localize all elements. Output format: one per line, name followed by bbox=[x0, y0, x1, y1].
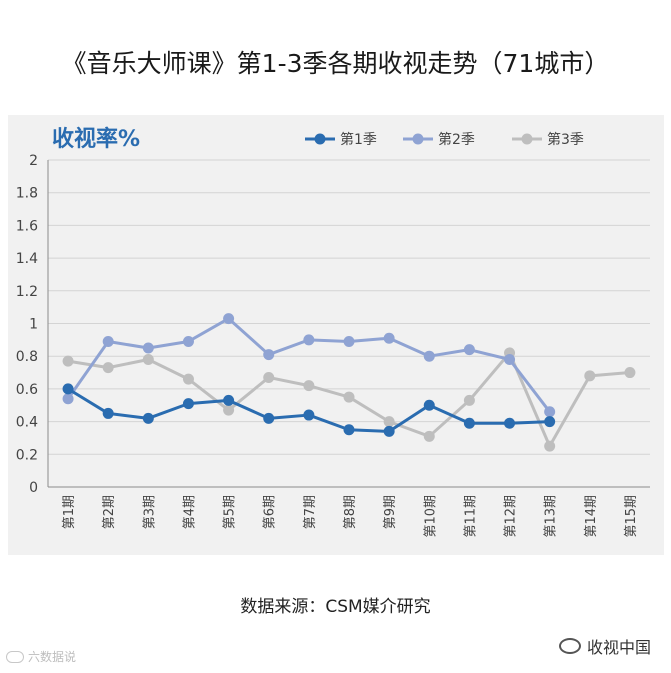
series-3 bbox=[62, 347, 636, 452]
data-point bbox=[142, 412, 154, 424]
y-tick-label: 1.8 bbox=[16, 186, 38, 202]
y-tick-label: 1.4 bbox=[16, 251, 38, 267]
chart-title: 《音乐大师课》第1-3季各期收视走势（71城市） bbox=[61, 49, 610, 78]
wechat-icon bbox=[558, 638, 581, 654]
legend-label: 第1季 bbox=[340, 131, 377, 148]
legend-item: 第2季 bbox=[403, 131, 475, 148]
legend-marker bbox=[521, 133, 533, 145]
y-tick-label: 0.8 bbox=[16, 349, 38, 365]
y-tick-label: 2 bbox=[29, 153, 38, 169]
data-point bbox=[343, 335, 355, 347]
data-point bbox=[584, 370, 596, 382]
grid-lines bbox=[48, 159, 650, 455]
x-tick-label: 第10期 bbox=[423, 495, 438, 538]
data-point bbox=[142, 353, 154, 365]
brand-label: 收视中国 bbox=[558, 634, 651, 658]
data-point bbox=[263, 371, 275, 383]
y-tick-label: 1.6 bbox=[16, 218, 38, 234]
data-point bbox=[62, 355, 74, 367]
legend-marker bbox=[412, 133, 424, 145]
series-line bbox=[66, 317, 551, 413]
data-point bbox=[343, 424, 355, 436]
data-point bbox=[343, 391, 355, 403]
logo-icon bbox=[6, 650, 24, 663]
y-tick-label: 0 bbox=[29, 480, 38, 496]
y-tick-label: 0.2 bbox=[16, 447, 38, 463]
data-point bbox=[504, 417, 516, 429]
series-1 bbox=[62, 383, 556, 437]
data-point bbox=[463, 394, 475, 406]
data-point bbox=[182, 335, 194, 347]
x-tick-label: 第1期 bbox=[62, 495, 77, 529]
data-point bbox=[544, 406, 556, 418]
x-tick-label: 第7期 bbox=[303, 495, 318, 529]
data-point bbox=[544, 440, 556, 452]
x-tick-label: 第4期 bbox=[182, 495, 197, 529]
data-point bbox=[62, 393, 74, 405]
x-tick-label: 第13期 bbox=[544, 495, 559, 538]
data-point bbox=[223, 313, 235, 325]
data-point bbox=[423, 430, 435, 442]
legend: 第1季 第2季 第3季 bbox=[305, 131, 584, 148]
data-point bbox=[383, 416, 395, 428]
plot-background bbox=[8, 115, 664, 555]
data-point bbox=[62, 383, 74, 395]
x-tick-label: 第8期 bbox=[343, 495, 358, 529]
y-tick-labels: 0 0.2 0.4 0.6 0.8 1 1.2 1.4 1.6 1.8 2 bbox=[16, 153, 38, 496]
data-point bbox=[303, 334, 315, 346]
data-point bbox=[263, 349, 275, 361]
data-point bbox=[423, 399, 435, 411]
axes bbox=[47, 160, 650, 488]
x-tick-label: 第12期 bbox=[504, 495, 519, 538]
legend-item: 第1季 bbox=[305, 131, 377, 148]
data-point bbox=[624, 367, 636, 379]
y-tick-label: 0.4 bbox=[16, 415, 38, 431]
x-tick-label: 第11期 bbox=[463, 495, 478, 538]
x-tick-label: 第5期 bbox=[223, 495, 238, 529]
y-tick-label: 1.2 bbox=[16, 284, 38, 300]
data-point bbox=[182, 398, 194, 410]
brand-text: 收视中国 bbox=[586, 638, 651, 657]
legend-label: 第3季 bbox=[547, 131, 584, 148]
data-point bbox=[383, 332, 395, 344]
legend-marker bbox=[314, 133, 326, 145]
series-group bbox=[62, 313, 636, 452]
series-2 bbox=[62, 313, 556, 418]
x-tick-label: 第15期 bbox=[624, 495, 639, 538]
data-point bbox=[223, 404, 235, 416]
data-point bbox=[223, 394, 235, 406]
x-tick-label: 第14期 bbox=[584, 495, 599, 538]
data-point bbox=[544, 416, 556, 428]
data-point bbox=[383, 425, 395, 437]
data-point bbox=[102, 335, 114, 347]
watermark: 六数据说 bbox=[6, 648, 76, 665]
data-point bbox=[142, 342, 154, 354]
data-point bbox=[303, 409, 315, 421]
data-point bbox=[463, 344, 475, 356]
data-point bbox=[263, 412, 275, 424]
x-tick-label: 第6期 bbox=[263, 495, 278, 529]
data-point bbox=[182, 373, 194, 385]
data-point bbox=[303, 380, 315, 392]
legend-item: 第3季 bbox=[512, 131, 584, 148]
watermark-text: 六数据说 bbox=[28, 650, 77, 664]
legend-label: 第2季 bbox=[438, 131, 475, 148]
data-point bbox=[463, 417, 475, 429]
x-tick-label: 第3期 bbox=[142, 495, 157, 529]
y-tick-label: 1 bbox=[29, 317, 38, 333]
data-point bbox=[102, 407, 114, 419]
y-tick-label: 0.6 bbox=[16, 382, 38, 398]
x-tick-label: 第2期 bbox=[102, 495, 117, 529]
data-point bbox=[102, 362, 114, 374]
y-axis-label: 收视率% bbox=[52, 126, 140, 152]
data-source: 数据来源：CSM媒介研究 bbox=[240, 597, 431, 617]
x-tick-label: 第9期 bbox=[383, 495, 398, 529]
data-point bbox=[423, 350, 435, 362]
data-point bbox=[504, 353, 516, 365]
x-tick-labels: 第1期 第2期 第3期 第4期 第5期 第6期 第7期 第8期 第9期 第10期 第11期 第12期 第… bbox=[62, 495, 639, 538]
